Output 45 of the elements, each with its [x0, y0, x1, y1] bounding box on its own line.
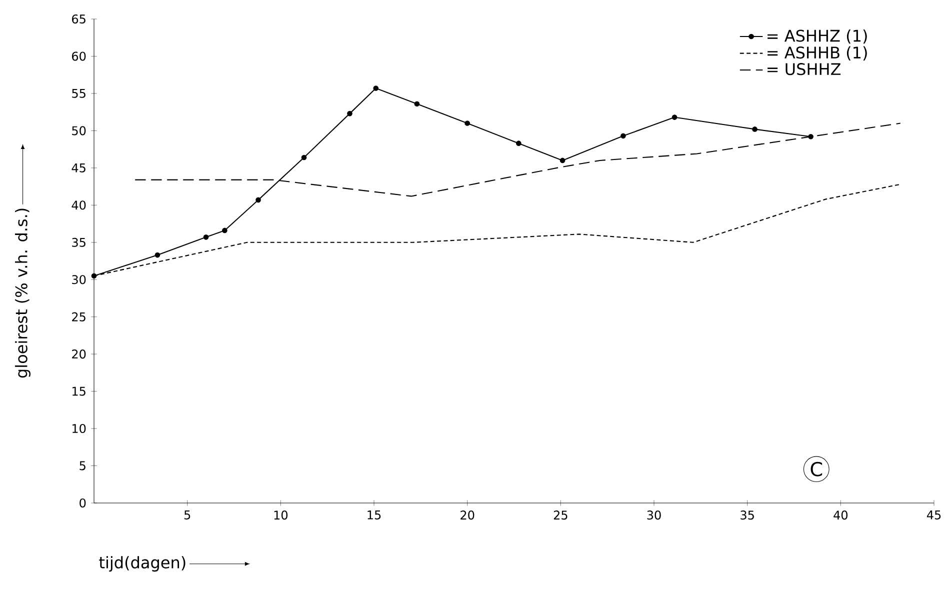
- x-tick-label: 15: [368, 510, 381, 520]
- x-axis-title: tijd(dagen): [99, 556, 186, 572]
- y-tick-label: 50: [72, 126, 86, 136]
- point: [560, 158, 566, 164]
- point: [222, 228, 228, 234]
- x-tick-label: 45: [926, 510, 941, 520]
- point: [347, 110, 352, 116]
- x-tick-label: 40: [834, 510, 848, 520]
- point: [154, 252, 160, 258]
- y-tick-label: 10: [72, 424, 86, 434]
- x-tick-label: 35: [740, 510, 754, 520]
- point: [91, 273, 97, 279]
- point: [672, 114, 678, 120]
- y-tick-label: 5: [80, 461, 86, 470]
- x-tick-label: 5: [184, 510, 190, 520]
- legend-label: = USHHZ: [768, 63, 841, 76]
- point: [256, 197, 261, 203]
- point: [620, 133, 626, 139]
- point: [808, 134, 814, 140]
- x-tick-label: 30: [647, 510, 661, 520]
- x-tick-label: 25: [554, 510, 568, 520]
- annotation: C: [810, 462, 822, 476]
- point: [414, 101, 420, 107]
- y-tick-label: 35: [72, 238, 86, 247]
- legend-label: = ASHHZ (1): [768, 29, 867, 44]
- y-tick-label: 20: [72, 350, 86, 359]
- y-axis-title: gloeirest (% v.h. d.s.): [15, 208, 30, 378]
- y-tick-label: 25: [72, 312, 86, 322]
- point: [464, 120, 470, 126]
- x-tick-label: 20: [460, 510, 474, 520]
- y-tick-label: 30: [72, 275, 86, 284]
- legend-label: = ASHHB (1): [768, 46, 867, 60]
- y-tick-label: 45: [72, 163, 86, 172]
- y-tick-label: 0: [80, 498, 86, 508]
- y-tick-label: 15: [72, 386, 86, 396]
- point: [203, 234, 209, 240]
- x-tick-label: 10: [274, 510, 288, 520]
- y-tick-label: 60: [72, 52, 86, 61]
- point: [516, 140, 522, 146]
- y-tick-label: 65: [72, 14, 86, 24]
- y-tick-label: 40: [72, 200, 86, 210]
- y-tick-label: 55: [72, 89, 86, 98]
- point: [301, 154, 307, 160]
- point: [752, 126, 758, 132]
- point: [373, 86, 379, 91]
